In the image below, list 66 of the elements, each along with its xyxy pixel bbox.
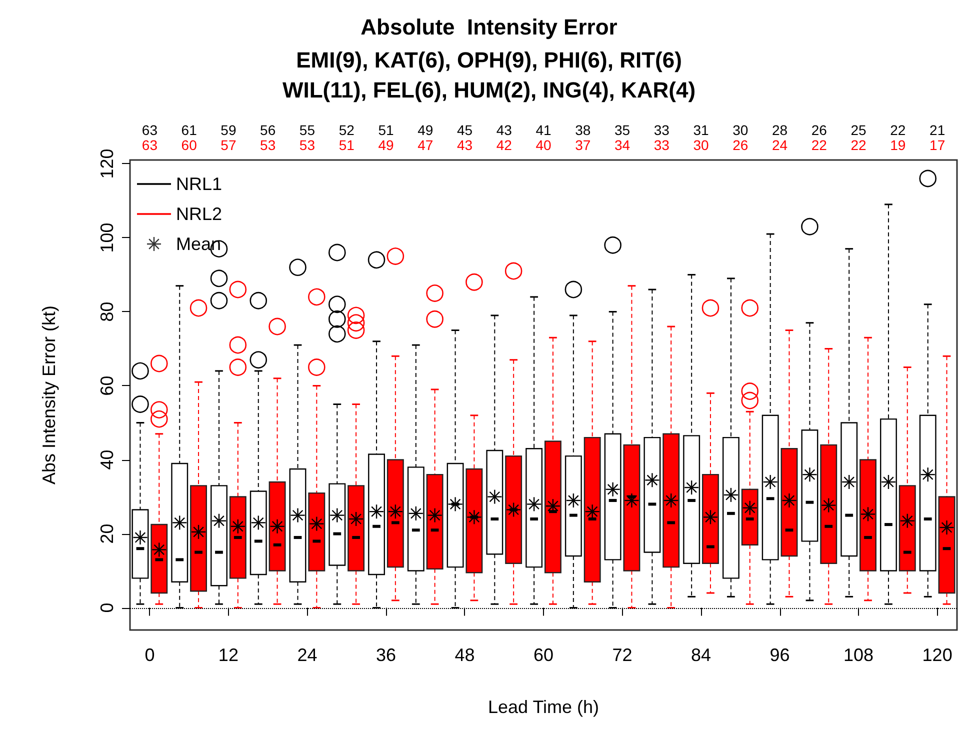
y-tick-label: 60 xyxy=(97,376,117,396)
x-axis-title: Lead Time (h) xyxy=(488,697,600,717)
x-tick-label: 60 xyxy=(533,645,554,665)
text: 21 xyxy=(930,122,946,138)
text: 53 xyxy=(299,137,316,153)
text: 31 xyxy=(693,122,709,138)
text: 49 xyxy=(418,122,434,138)
text: 33 xyxy=(654,122,670,138)
text: 56 xyxy=(260,122,276,138)
text: 17 xyxy=(930,137,946,153)
text: 37 xyxy=(575,137,591,153)
text: 41 xyxy=(536,122,552,138)
x-tick-label: 108 xyxy=(844,645,874,665)
x-tick-label: 120 xyxy=(922,645,952,665)
text: 33 xyxy=(654,137,670,153)
text: 61 xyxy=(181,122,197,138)
chart-title: Absolute Intensity Error xyxy=(360,14,618,40)
text: 30 xyxy=(693,137,709,153)
text: 47 xyxy=(418,137,434,153)
text: 45 xyxy=(456,122,473,138)
text: 51 xyxy=(378,122,394,138)
text: 22 xyxy=(890,122,906,138)
text: 19 xyxy=(890,137,906,153)
x-tick-label: 84 xyxy=(691,645,712,665)
x-tick-label: 72 xyxy=(612,645,632,665)
x-tick-label: 0 xyxy=(144,645,155,665)
text: 30 xyxy=(732,122,748,138)
text: 28 xyxy=(772,122,788,138)
y-tick-label: 120 xyxy=(97,148,117,179)
text: 51 xyxy=(338,137,354,153)
text: 22 xyxy=(811,137,827,153)
y-tick-label: 0 xyxy=(97,602,117,613)
text: 24 xyxy=(772,137,788,153)
text: 63 xyxy=(142,137,158,153)
y-tick-label: 20 xyxy=(97,524,117,544)
y-tick-label: 80 xyxy=(97,302,117,322)
text: 35 xyxy=(614,122,630,138)
y-tick-label: 40 xyxy=(97,450,117,470)
text: 57 xyxy=(220,137,236,153)
text: 42 xyxy=(496,137,512,153)
text: 43 xyxy=(496,122,512,138)
text: 22 xyxy=(850,137,866,153)
chart-subtitle: EMI(9), KAT(6), OPH(9), PHI(6), RIT(6) WIL(11), FEL(6), HUM(2), ING(4), KAR(4) xyxy=(282,48,696,102)
text: 52 xyxy=(338,122,354,138)
y-tick-label: 100 xyxy=(97,222,117,253)
legend-label: NRL1 xyxy=(176,174,222,194)
text: 25 xyxy=(850,122,866,138)
text: 49 xyxy=(378,137,394,153)
text: 60 xyxy=(181,137,197,153)
text: 43 xyxy=(456,137,473,153)
x-tick-label: 12 xyxy=(218,645,238,665)
text: 40 xyxy=(536,137,552,153)
text: 63 xyxy=(142,122,158,138)
x-tick-label: 48 xyxy=(454,645,475,665)
text: 34 xyxy=(614,137,630,153)
text: 59 xyxy=(220,122,236,138)
text: 26 xyxy=(732,137,748,153)
y-axis-title: Abs Intensity Error (kt) xyxy=(39,305,59,485)
text: 53 xyxy=(260,137,276,153)
legend-label: NRL2 xyxy=(176,204,222,224)
x-tick-label: 96 xyxy=(770,645,790,665)
x-tick-label: 36 xyxy=(376,645,396,665)
text: 55 xyxy=(299,122,316,138)
text: 38 xyxy=(575,122,591,138)
text: 26 xyxy=(811,122,827,138)
x-tick-label: 24 xyxy=(297,645,318,665)
